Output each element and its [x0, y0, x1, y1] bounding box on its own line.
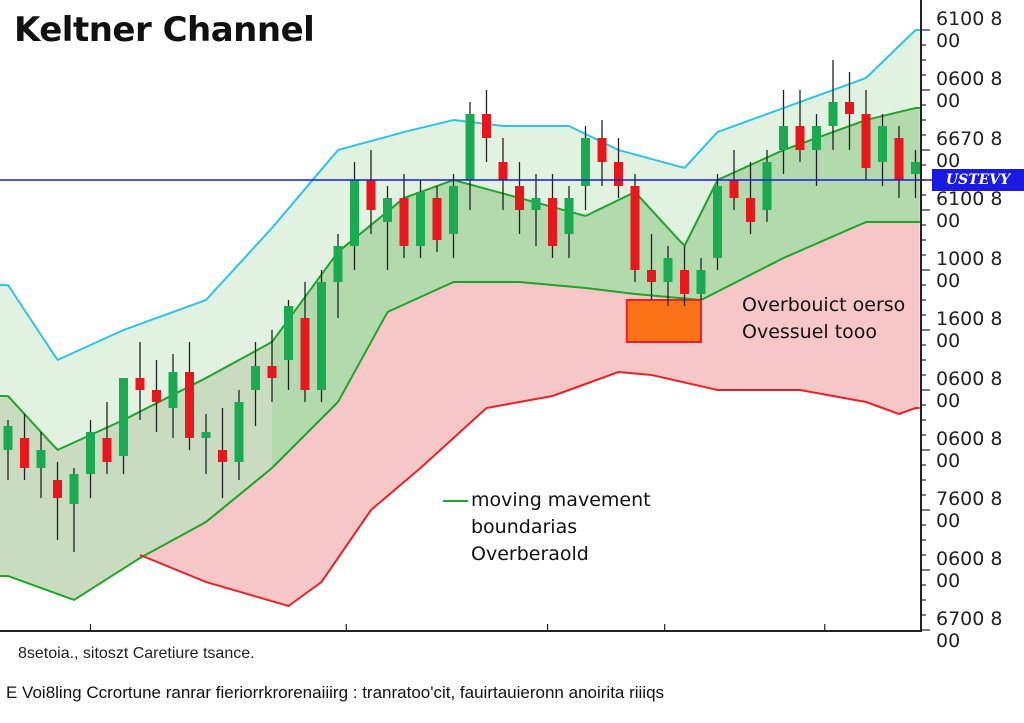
candle-body — [383, 198, 392, 222]
y-tick-label: 6100 8 00 — [936, 8, 1003, 52]
y-tick-label: 0600 8 00 — [936, 68, 1003, 112]
footer-description: E Voi8ling Ccrortune ranrar fieriorrkror… — [6, 683, 665, 702]
y-tick-label: 1600 8 00 — [936, 308, 1003, 352]
candle-body — [894, 138, 904, 180]
oversold-band-fill — [140, 222, 920, 606]
candle-body — [597, 138, 607, 162]
chart-title: Keltner Channel — [14, 10, 315, 50]
lower-band-line — [0, 221, 920, 601]
candle-body — [878, 126, 887, 162]
candle-body — [911, 162, 920, 174]
candle-body — [762, 162, 772, 210]
candle-body — [713, 186, 722, 258]
candle-body — [53, 480, 62, 498]
candle-body — [267, 366, 277, 378]
candle-body — [515, 186, 524, 210]
y-tick-label: 0600 8 00 — [936, 368, 1003, 412]
candle-body — [119, 378, 128, 456]
candle-body — [845, 102, 854, 114]
legend-entry: Overberaold — [471, 543, 589, 565]
candle-body — [614, 162, 623, 186]
legend-entry: moving mavement — [443, 487, 651, 514]
y-tick-label: 0600 8 00 — [936, 548, 1003, 592]
highlight-zone — [625, 299, 702, 343]
candle-body — [36, 450, 46, 468]
y-tick-label: 0600 8 00 — [936, 428, 1003, 472]
candle-body — [201, 432, 211, 438]
y-tick-label: 1000 8 00 — [936, 248, 1003, 292]
candle-body — [531, 198, 541, 210]
candle-body — [498, 162, 508, 180]
candle-body — [20, 438, 29, 468]
candle-body — [234, 402, 244, 462]
candle-body — [399, 198, 409, 246]
candle-body — [185, 372, 194, 438]
candle-body — [300, 318, 310, 390]
annotation-line-1: Overbouict oerso — [742, 294, 906, 316]
upper-channel-fill — [0, 30, 920, 450]
candle-body — [416, 192, 425, 246]
candle-body — [696, 270, 706, 294]
candle-body — [366, 180, 376, 210]
candle-body — [630, 186, 640, 270]
y-tick-label: 6700 8 00 — [936, 608, 1003, 652]
legend-swatch — [443, 499, 468, 502]
candle-body — [647, 270, 656, 282]
candle-body — [284, 306, 293, 360]
legend-entry: boundarias — [471, 516, 578, 538]
y-tick-label: 7600 8 00 — [936, 488, 1003, 532]
candle-body — [812, 126, 821, 150]
candle-body — [680, 270, 689, 294]
candle-body — [3, 426, 13, 450]
upper-band-line — [0, 29, 920, 362]
candle-body — [449, 186, 458, 234]
oversold-band-line — [139, 370, 920, 608]
candle-body — [729, 180, 739, 198]
candle-body — [432, 198, 442, 240]
middle-channel-fill — [0, 108, 920, 600]
annotation-line-2: Ovessuel tooo — [742, 321, 878, 343]
candle-body — [795, 126, 805, 150]
candle-body — [251, 366, 260, 390]
candle-body — [86, 432, 95, 474]
candle-body — [828, 102, 838, 126]
candle-body — [350, 180, 359, 246]
candle-body — [168, 372, 178, 408]
candle-body — [861, 114, 871, 168]
candle-body — [548, 198, 557, 246]
horizontal-line-label: USTEVY WEAR — [932, 169, 1024, 191]
annotation: Overbouict oerso Ovessuel tooo — [742, 292, 905, 346]
candle-body — [482, 114, 491, 138]
candle-body — [333, 246, 343, 282]
candle-body — [581, 138, 590, 186]
y-tick-label: 6100 8 00 — [936, 188, 1003, 232]
y-tick-label: 6670 8 00 — [936, 128, 1003, 172]
candle-body — [69, 474, 79, 504]
candle-body — [152, 390, 161, 402]
candle-body — [135, 378, 145, 390]
candle-body — [779, 126, 788, 150]
candle-body — [218, 450, 227, 462]
candle-body — [564, 198, 574, 234]
candle-body — [746, 198, 755, 222]
footer-caption: 8setoia., sitoszt Caretiure tsance. — [18, 645, 255, 662]
candle-body — [663, 258, 673, 282]
candle-body — [317, 282, 326, 390]
candle-body — [465, 114, 475, 180]
legend: moving mavement boundarias Overberaold — [443, 487, 651, 568]
candle-body — [102, 438, 112, 462]
